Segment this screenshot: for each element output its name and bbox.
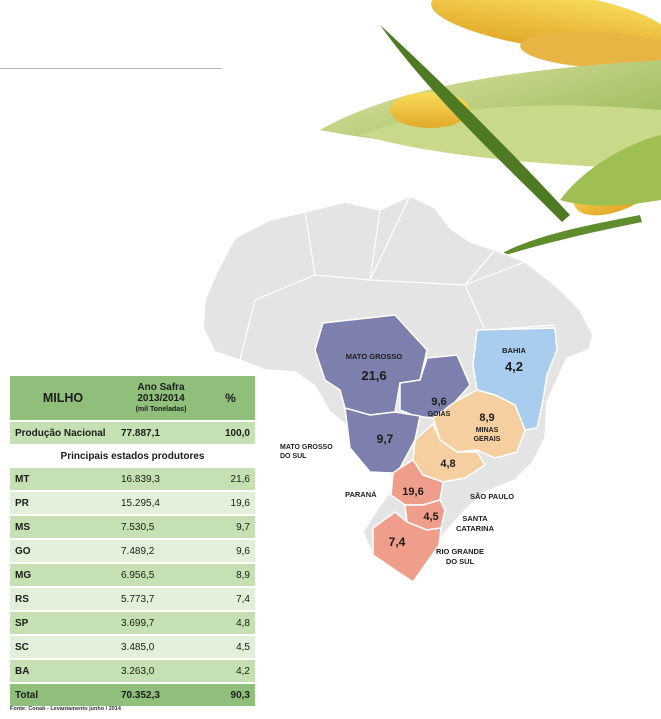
- corn-cob-illustration: [300, 0, 661, 300]
- table-row: BA 3.263,0 4,2: [10, 659, 255, 684]
- label-goias-name: GOIÁS: [428, 409, 451, 418]
- row-value: 3.485,0: [116, 635, 206, 660]
- label-rs-value: 7,4: [389, 535, 406, 549]
- header-unit: (mil Toneladas): [135, 405, 187, 413]
- row-percent: 4,2: [206, 659, 255, 684]
- row-value: 6.956,5: [116, 563, 206, 588]
- table-row: MT 16.839,3 21,6: [10, 467, 255, 492]
- source-note: Fonte: Conab - Levantamento junho / 2014: [10, 706, 121, 712]
- state-bahia: [472, 327, 558, 431]
- label-ms-value: 9,7: [377, 432, 394, 446]
- row-percent: 4,5: [206, 635, 255, 660]
- row-state: PR: [10, 491, 116, 516]
- header-season: Ano Safra 2013/2014 (mil Toneladas): [116, 376, 206, 422]
- state-parana: [390, 458, 444, 506]
- row-value: 5.773,7: [116, 587, 206, 612]
- row-value: 7.530,5: [116, 515, 206, 540]
- total-row: Total 70.352,3 90,3: [10, 683, 255, 708]
- header-season-line2: 2013/2014: [137, 392, 185, 404]
- row-percent: 4,8: [206, 611, 255, 636]
- row-percent: 19,6: [206, 491, 255, 516]
- table-header-row: MILHO Ano Safra 2013/2014 (mil Toneladas…: [10, 376, 255, 422]
- table-row: RS 5.773,7 7,4: [10, 587, 255, 612]
- total-percent: 90,3: [206, 683, 255, 708]
- national-label: Produção Nacional: [10, 421, 116, 446]
- header-percent: %: [206, 376, 255, 422]
- row-value: 7.489,2: [116, 539, 206, 564]
- label-goias-value: 9,6: [431, 396, 446, 408]
- corn-production-table: MILHO Ano Safra 2013/2014 (mil Toneladas…: [10, 376, 255, 708]
- row-state: BA: [10, 659, 116, 684]
- table-row: PR 15.295,4 19,6: [10, 491, 255, 516]
- row-percent: 21,6: [206, 467, 255, 492]
- label-sp-value: 4,8: [440, 458, 455, 470]
- label-sc-name-1: SANTA: [462, 514, 488, 523]
- table-row: SC 3.485,0 4,5: [10, 635, 255, 660]
- row-state: GO: [10, 539, 116, 564]
- row-state: RS: [10, 587, 116, 612]
- label-mato-grosso-value: 21,6: [361, 368, 386, 383]
- total-label: Total: [10, 683, 116, 708]
- label-mato-grosso-name: MATO GROSSO: [346, 352, 403, 361]
- row-percent: 8,9: [206, 563, 255, 588]
- row-state: MG: [10, 563, 116, 588]
- state-mato-grosso-do-sul: [344, 406, 421, 474]
- label-rs-name-2: DO SUL: [446, 557, 475, 566]
- row-state: MS: [10, 515, 116, 540]
- table-row: SP 3.699,7 4,8: [10, 611, 255, 636]
- subheader-label: Principais estados produtores: [10, 445, 255, 468]
- label-bahia-value: 4,2: [505, 359, 523, 374]
- label-pr-value: 19,6: [402, 486, 423, 498]
- label-ms-name-1: MATO GROSSO: [280, 444, 333, 451]
- header-product: MILHO: [10, 376, 116, 422]
- label-pr-name: PARANÁ: [345, 490, 377, 499]
- header-rule: [0, 68, 222, 69]
- row-value: 16.839,3: [116, 467, 206, 492]
- row-state: SC: [10, 635, 116, 660]
- table-row: MG 6.956,5 8,9: [10, 563, 255, 588]
- north-state-borders: [239, 195, 556, 361]
- label-mg-name-1: MINAS: [476, 427, 499, 434]
- national-value: 77.887,1: [116, 421, 206, 446]
- label-bahia-name: BAHIA: [502, 346, 526, 355]
- row-percent: 9,7: [206, 515, 255, 540]
- brazil-map: MATO GROSSO 21,6 9,6 GOIÁS 9,7 MATO GROS…: [195, 190, 605, 590]
- national-production-row: Produção Nacional 77.887,1 100,0: [10, 421, 255, 446]
- label-mg-value: 8,9: [479, 412, 494, 424]
- label-sp-name: SÃO PAULO: [470, 492, 514, 501]
- national-percent: 100,0: [206, 421, 255, 446]
- table-row: MS 7.530,5 9,7: [10, 515, 255, 540]
- row-state: SP: [10, 611, 116, 636]
- row-value: 3.699,7: [116, 611, 206, 636]
- row-value: 15.295,4: [116, 491, 206, 516]
- state-goias: [399, 354, 471, 419]
- header-season-line1: Ano Safra: [137, 381, 185, 393]
- row-value: 3.263,0: [116, 659, 206, 684]
- row-percent: 7,4: [206, 587, 255, 612]
- label-sc-name-2: CATARINA: [456, 524, 495, 533]
- state-rio-grande-do-sul: [372, 511, 442, 584]
- label-mg-name-2: GERAIS: [474, 436, 501, 443]
- row-percent: 9,6: [206, 539, 255, 564]
- total-value: 70.352,3: [116, 683, 206, 708]
- label-sc-value: 4,5: [423, 511, 438, 523]
- label-rs-name-1: RIO GRANDE: [436, 547, 484, 556]
- subheader-row: Principais estados produtores: [10, 445, 255, 468]
- row-state: MT: [10, 467, 116, 492]
- label-ms-name-2: DO SUL: [280, 453, 307, 460]
- table-row: GO 7.489,2 9,6: [10, 539, 255, 564]
